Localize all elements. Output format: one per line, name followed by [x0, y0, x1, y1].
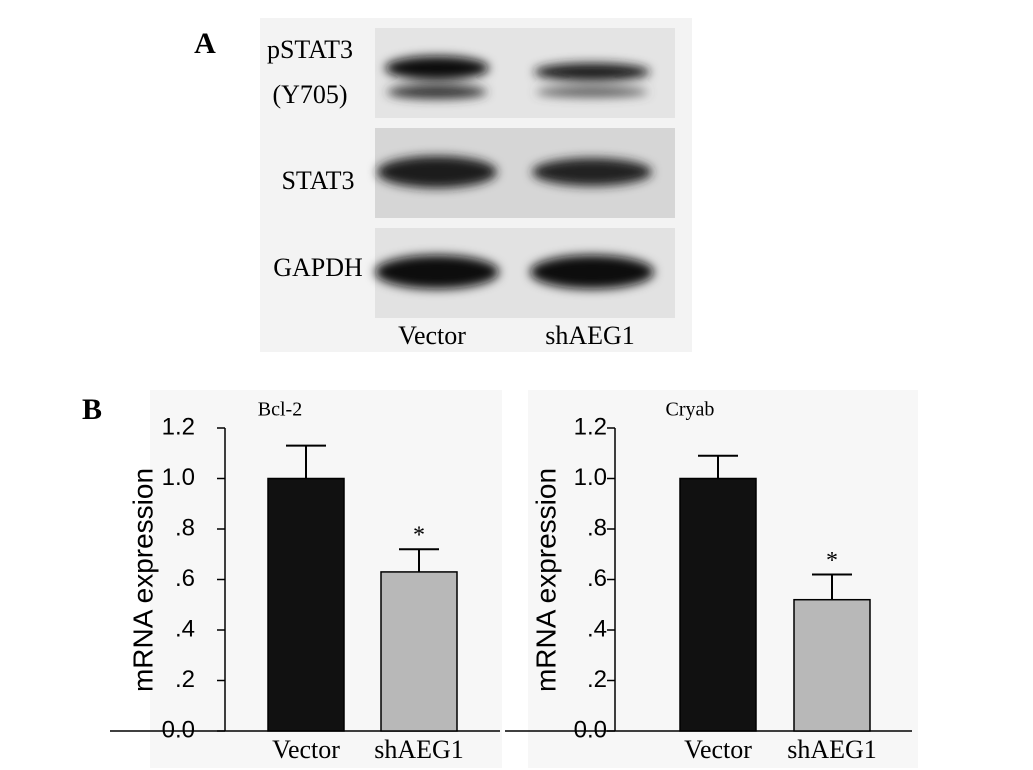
bar	[380, 571, 458, 732]
y-tick-label: .4	[175, 615, 195, 642]
bar	[793, 598, 871, 732]
chart-title: Bcl-2	[258, 399, 302, 421]
blot-row-label: (Y705)	[272, 80, 347, 109]
bar	[679, 477, 757, 732]
x-tick-label: Vector	[684, 735, 752, 764]
y-axis-label: mRNA expression	[530, 468, 561, 692]
panel-label: B	[82, 393, 102, 426]
y-axis-label: mRNA expression	[127, 468, 158, 692]
significance-mark: *	[413, 523, 425, 549]
panel-label: A	[194, 27, 216, 60]
y-tick-label: .8	[587, 514, 607, 541]
y-tick-label: .2	[175, 666, 195, 693]
y-tick-label: .2	[587, 666, 607, 693]
y-tick-label: 1.2	[162, 413, 195, 440]
y-tick-label: .8	[175, 514, 195, 541]
y-tick-label: .6	[175, 565, 195, 592]
lane-label: shAEG1	[545, 321, 635, 350]
chart-title: Cryab	[666, 399, 715, 421]
y-tick-label: 0.0	[574, 716, 607, 743]
y-tick-label: 1.0	[574, 464, 607, 491]
blot-row-label: GAPDH	[273, 253, 363, 282]
bar	[267, 477, 345, 732]
x-tick-label: shAEG1	[787, 735, 877, 764]
blot	[375, 28, 675, 318]
y-tick-label: 0.0	[162, 716, 195, 743]
blot-row-label: STAT3	[281, 166, 354, 195]
significance-mark: *	[826, 548, 838, 574]
y-tick-label: 1.0	[162, 464, 195, 491]
x-tick-label: Vector	[272, 735, 340, 764]
y-tick-label: .6	[587, 565, 607, 592]
lane-label: Vector	[398, 321, 466, 350]
blot-row-label: pSTAT3	[267, 35, 353, 64]
y-tick-label: .4	[587, 615, 607, 642]
x-tick-label: shAEG1	[374, 735, 464, 764]
y-tick-label: 1.2	[574, 413, 607, 440]
